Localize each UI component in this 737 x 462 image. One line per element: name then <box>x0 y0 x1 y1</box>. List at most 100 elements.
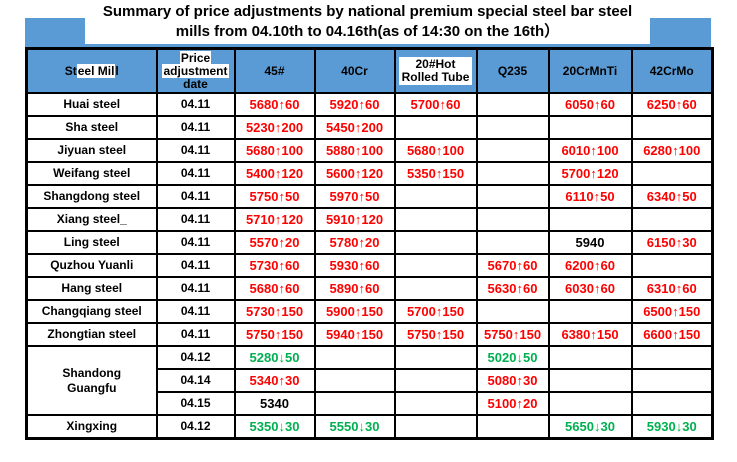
value-cell-40cr: 5600↑120 <box>313 161 396 186</box>
value-cell-20crmnti <box>547 207 633 232</box>
value-cell-45: 5680↑60 <box>233 276 316 301</box>
value-cell-q235: 5100↑20 <box>475 391 550 416</box>
value-cell-20-hot-rolled-tube <box>393 184 478 209</box>
column-header-price-adjustment-date: Price adjustment date <box>155 47 236 94</box>
value-cell-40cr: 5550↓30 <box>313 414 396 440</box>
value-cell-40cr <box>313 368 396 393</box>
mill-cell: Zhongtian steel <box>25 322 158 347</box>
value-cell-20crmnti <box>547 115 633 140</box>
table-row: Shandong Guangfu 04.12 5280↓50 5020↓50 <box>25 345 714 416</box>
value-cell-42crmo <box>630 345 714 370</box>
value-cell-q235 <box>475 92 550 117</box>
date-cell: 04.11 <box>155 322 236 347</box>
value-cell-20crmnti <box>547 391 633 416</box>
column-header-40cr: 40Cr <box>313 47 396 94</box>
value-cell-42crmo: 6500↑150 <box>630 299 714 324</box>
date-cell: 04.11 <box>155 115 236 140</box>
value-cell-42crmo: 6280↑100 <box>630 138 714 163</box>
value-cell-45: 5680↑60 <box>233 92 316 117</box>
value-cell-q235: 5750↑150 <box>475 322 550 347</box>
value-cell-q235 <box>475 138 550 163</box>
table-header: Steel Mill Price adjustment date 45# 40Cr 20#H… <box>25 47 714 94</box>
value-cell-20-hot-rolled-tube <box>393 115 478 140</box>
mill-cell: Jiyuan steel <box>25 138 158 163</box>
value-cell-q235: 5020↓50 <box>475 345 550 370</box>
value-cell-42crmo: 6250↑60 <box>630 92 714 117</box>
value-cell-45: 5730↑150 <box>233 299 316 324</box>
date-cell: 04.11 <box>155 253 236 278</box>
value-cell-q235: 5080↑30 <box>475 368 550 393</box>
value-cell-42crmo: 5930↓30 <box>630 414 714 440</box>
value-cell-45: 5750↑150 <box>233 322 316 347</box>
value-cell-20crmnti: 6110↑50 <box>547 184 633 209</box>
value-cell-45: 5400↑120 <box>233 161 316 186</box>
table-row: Weifang steel 04.11 5400↑120 5600↑120 5350↑1… <box>25 161 714 186</box>
value-cell-42crmo <box>630 115 714 140</box>
value-cell-q235 <box>475 230 550 255</box>
value-cell-45: 5730↑60 <box>233 253 316 278</box>
mill-cell: Ling steel <box>25 230 158 255</box>
table-row: Jiyuan steel 04.11 5680↑100 5880↑100 5680↑10… <box>25 138 714 163</box>
table-row: Huai steel 04.11 5680↑60 5920↑60 5700↑60 6050… <box>25 92 714 117</box>
date-cell: 04.11 <box>155 276 236 301</box>
value-cell-q235: 5630↑60 <box>475 276 550 301</box>
value-cell-42crmo <box>630 368 714 393</box>
value-cell-42crmo <box>630 207 714 232</box>
value-cell-20-hot-rolled-tube <box>393 253 478 278</box>
value-cell-20-hot-rolled-tube: 5700↑60 <box>393 92 478 117</box>
value-cell-20crmnti: 6030↑60 <box>547 276 633 301</box>
table-row: Hang steel 04.11 5680↑60 5890↑60 5630↑60 6030… <box>25 276 714 301</box>
value-cell-q235 <box>475 115 550 140</box>
column-header-42crmo: 42CrMo <box>630 47 714 94</box>
date-cell: 04.11 <box>155 138 236 163</box>
value-cell-42crmo <box>630 253 714 278</box>
table-row: Xiang steel_ 04.11 5710↑120 5910↑120 <box>25 207 714 232</box>
value-cell-45: 5280↓50 <box>233 345 316 370</box>
value-cell-42crmo: 6340↑50 <box>630 184 714 209</box>
value-cell-20-hot-rolled-tube <box>393 414 478 440</box>
table-row: Shangdong steel 04.11 5750↑50 5970↑50 6110↑5… <box>25 184 714 209</box>
mill-cell: Sha steel <box>25 115 158 140</box>
date-cell: 04.14 <box>155 368 236 393</box>
table-row: Ling steel 04.11 5570↑20 5780↑20 5940 6150↑30 <box>25 230 714 255</box>
value-cell-20-hot-rolled-tube <box>393 368 478 393</box>
value-cell-42crmo: 6150↑30 <box>630 230 714 255</box>
value-cell-20crmnti: 5700↑120 <box>547 161 633 186</box>
value-cell-20crmnti <box>547 345 633 370</box>
date-cell: 04.11 <box>155 230 236 255</box>
value-cell-40cr: 5930↑60 <box>313 253 396 278</box>
header-row: Steel Mill Price adjustment date 45# 40Cr 20#H… <box>25 47 714 94</box>
value-cell-40cr: 5920↑60 <box>313 92 396 117</box>
mill-cell: Shangdong steel <box>25 184 158 209</box>
value-cell-20crmnti: 6200↑60 <box>547 253 633 278</box>
value-cell-20crmnti <box>547 299 633 324</box>
table-row: 04.14 5340↑30 5080↑30 <box>27 368 714 393</box>
value-cell-45: 5750↑50 <box>233 184 316 209</box>
date-cell: 04.11 <box>155 92 236 117</box>
value-cell-20crmnti <box>547 368 633 393</box>
table-body: Huai steel 04.11 5680↑60 5920↑60 5700↑60 6050… <box>25 92 714 440</box>
value-cell-20-hot-rolled-tube: 5750↑150 <box>393 322 478 347</box>
value-cell-40cr: 5890↑60 <box>313 276 396 301</box>
date-cell: 04.11 <box>155 184 236 209</box>
value-cell-20crmnti: 5650↓30 <box>547 414 633 440</box>
value-cell-40cr: 5970↑50 <box>313 184 396 209</box>
value-cell-q235 <box>475 414 550 440</box>
value-cell-q235 <box>475 207 550 232</box>
value-cell-40cr: 5940↑150 <box>313 322 396 347</box>
value-cell-40cr: 5910↑120 <box>313 207 396 232</box>
mill-cell: Xiang steel_ <box>25 207 158 232</box>
table-row: Sha steel 04.11 5230↑200 5450↑200 <box>25 115 714 140</box>
report-title-line1: Summary of price adjustments by national… <box>102 3 633 20</box>
column-header-steel-mill: Steel Mill <box>25 47 158 94</box>
value-cell-q235 <box>475 161 550 186</box>
table-row: Changqiang steel 04.11 5730↑150 5900↑150 570… <box>25 299 714 324</box>
column-header-20-hot-rolled-tube: 20#Hot Rolled Tube <box>393 47 478 94</box>
value-cell-42crmo: 6310↑60 <box>630 276 714 301</box>
value-cell-20-hot-rolled-tube <box>393 345 478 370</box>
value-cell-40cr: 5880↑100 <box>313 138 396 163</box>
value-cell-20-hot-rolled-tube: 5700↑150 <box>393 299 478 324</box>
value-cell-42crmo: 6600↑150 <box>630 322 714 347</box>
value-cell-40cr <box>313 345 396 370</box>
date-cell: 04.15 <box>155 391 236 416</box>
